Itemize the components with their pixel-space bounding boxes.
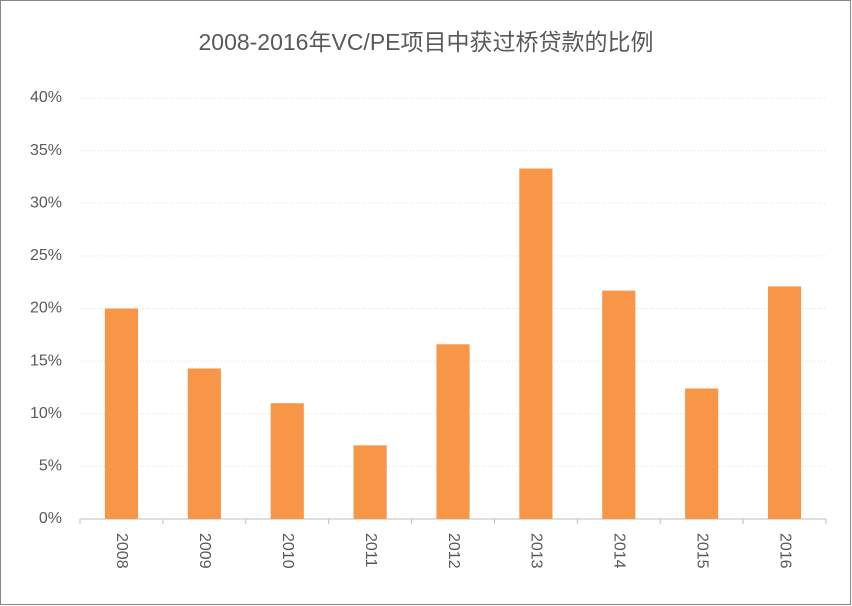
x-tick-label: 2013 xyxy=(528,533,545,569)
x-tick-label: 2011 xyxy=(362,533,379,568)
bar xyxy=(353,445,387,519)
bar xyxy=(602,290,636,519)
bar xyxy=(104,308,139,519)
y-tick-label: 5% xyxy=(39,458,62,475)
bar xyxy=(685,388,719,519)
y-tick-label: 20% xyxy=(30,300,62,317)
bar xyxy=(436,344,470,519)
y-tick-label: 40% xyxy=(30,89,62,106)
y-tick-label: 10% xyxy=(30,405,62,422)
x-tick-label: 2014 xyxy=(611,533,628,569)
x-tick-label: 2008 xyxy=(113,533,130,569)
x-tick-label: 2010 xyxy=(279,533,296,569)
bar xyxy=(270,403,304,519)
y-tick-label: 15% xyxy=(30,352,62,369)
chart-title: 2008-2016年VC/PE项目中获过桥贷款的比例 xyxy=(198,29,653,55)
y-tick-label: 30% xyxy=(30,194,62,211)
x-tick-label: 2016 xyxy=(776,533,793,569)
x-tick-label: 2009 xyxy=(196,533,213,569)
y-tick-label: 0% xyxy=(39,510,62,527)
bar xyxy=(187,368,221,519)
x-tick-label: 2012 xyxy=(445,533,462,569)
bar xyxy=(767,286,802,519)
y-tick-label: 25% xyxy=(30,247,62,264)
bar xyxy=(519,168,553,519)
y-tick-label: 35% xyxy=(30,142,62,159)
x-tick-label: 2015 xyxy=(693,533,710,569)
